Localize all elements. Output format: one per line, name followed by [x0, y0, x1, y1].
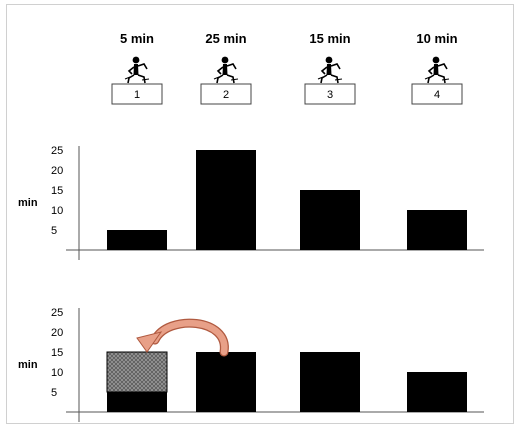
worker-icon	[213, 56, 239, 84]
station-2: 25 min 2	[200, 31, 252, 105]
y-tick-label: 15	[51, 185, 63, 197]
station-4: 10 min 4	[411, 31, 463, 105]
y-axis-label: min	[18, 359, 38, 371]
transfer-arrow	[136, 318, 229, 357]
bar-station-2	[196, 352, 256, 412]
station-box	[200, 83, 252, 105]
bar-station-1	[107, 230, 167, 250]
bar-station-1-own-work	[107, 392, 167, 412]
bar-station-3	[300, 190, 360, 250]
station-box	[111, 83, 163, 105]
arrow-head	[136, 331, 163, 353]
worker-icon	[317, 56, 343, 84]
station-number: 1	[134, 89, 140, 101]
y-tick-label: 20	[51, 165, 63, 177]
station-3: 15 min 3	[304, 31, 356, 105]
station-number: 3	[327, 89, 333, 101]
worker-icon	[124, 56, 150, 84]
y-tick-label: 15	[51, 347, 63, 359]
y-tick-label: 25	[51, 145, 63, 157]
stations-row: 5 min 1 25 min 2 15 min 3 10 min 4	[111, 31, 463, 105]
bar-station-4	[407, 372, 467, 412]
station-time-label: 10 min	[416, 31, 457, 46]
bar-station-3	[300, 352, 360, 412]
y-tick-label: 10	[51, 367, 63, 379]
y-axis-label: min	[18, 197, 38, 209]
y-tick-label: 5	[51, 225, 57, 237]
worker-icon	[424, 56, 450, 84]
bar-station-2	[196, 150, 256, 250]
bar-station-4	[407, 210, 467, 250]
chart-before-balancing: 5 10 15 20 25 min	[18, 145, 484, 260]
moved-work-block	[106, 351, 168, 393]
station-time-label: 5 min	[120, 31, 154, 46]
station-number: 4	[434, 89, 440, 101]
station-box	[304, 83, 356, 105]
y-tick-label: 10	[51, 205, 63, 217]
station-time-label: 25 min	[205, 31, 246, 46]
station-time-label: 15 min	[309, 31, 350, 46]
station-box	[411, 83, 463, 105]
station-number: 2	[223, 89, 229, 101]
y-tick-label: 5	[51, 387, 57, 399]
chart-after-balancing: 5 10 15 20 25 min	[18, 307, 484, 422]
station-1: 5 min 1	[111, 31, 163, 105]
y-tick-label: 25	[51, 307, 63, 319]
y-tick-label: 20	[51, 327, 63, 339]
